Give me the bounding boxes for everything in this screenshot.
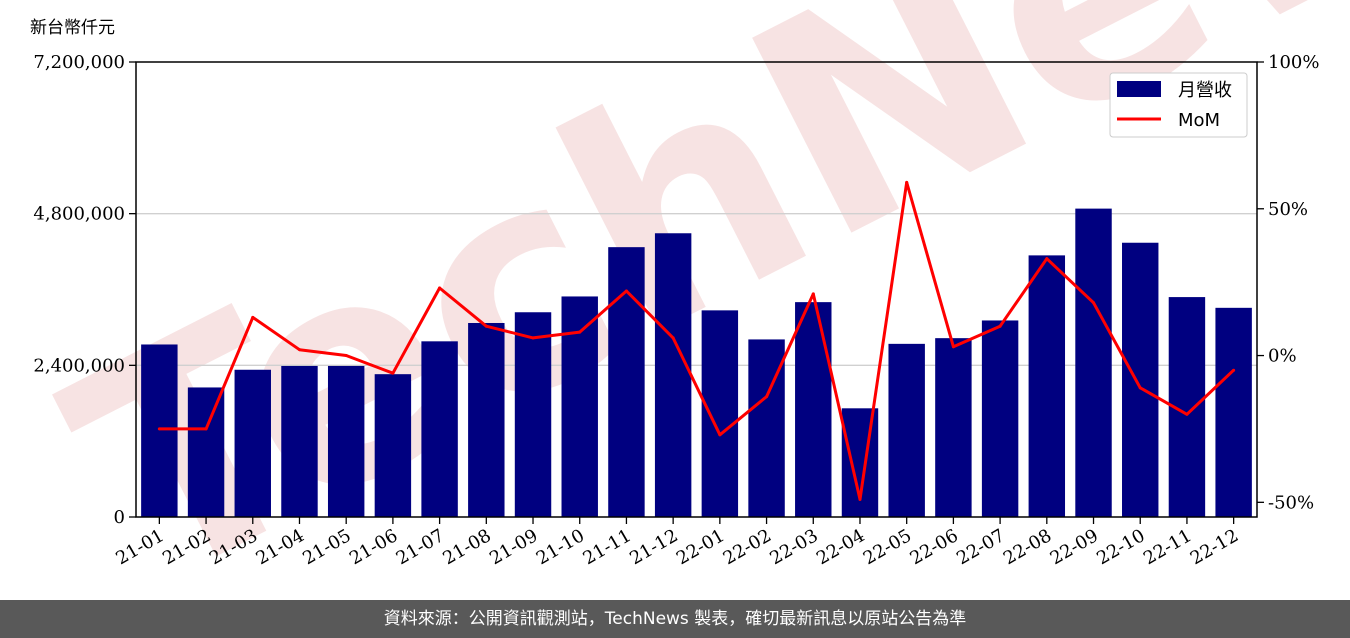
x-tick-label-22-12: 22-12 — [1187, 525, 1242, 569]
revenue-bar-21-08 — [468, 322, 505, 517]
y-right-tick-label-3: 100% — [1268, 52, 1319, 73]
x-tick-label-22-03: 22-03 — [766, 525, 821, 569]
mom-line-series — [157, 180, 1236, 501]
revenue-bar-22-08 — [1028, 255, 1066, 517]
mom-point-21-02 — [204, 427, 208, 431]
source-footer: 資料來源：公開資訊觀測站，TechNews 製表，確切最新訊息以原站公告為準 — [0, 600, 1350, 638]
mom-point-21-12 — [671, 336, 675, 340]
x-tick-label-22-07: 22-07 — [953, 525, 1008, 569]
revenue-bar-22-01 — [701, 310, 739, 517]
y-left-tick-label-3: 7,200,000 — [33, 52, 125, 73]
revenue-bar-21-01 — [141, 344, 178, 517]
revenue-bar-22-03 — [795, 302, 832, 517]
x-tick-label-22-08: 22-08 — [1000, 525, 1055, 569]
mom-point-21-07 — [438, 286, 442, 290]
y-right-tick-label-0: -50% — [1268, 492, 1314, 513]
revenue-bar-21-06 — [374, 374, 412, 517]
mom-point-22-07 — [998, 324, 1002, 328]
revenue-bar-21-12 — [654, 233, 692, 517]
x-tick-label-21-10: 21-10 — [533, 525, 588, 569]
mom-point-21-11 — [624, 289, 628, 293]
x-tick-label-22-02: 22-02 — [720, 525, 775, 569]
mom-point-21-01 — [157, 427, 161, 431]
mom-point-21-03 — [251, 315, 255, 319]
mom-point-21-10 — [578, 330, 582, 334]
x-tick-label-22-05: 22-05 — [860, 525, 915, 569]
legend: 月營收 MoM — [1109, 72, 1248, 138]
mom-point-22-02 — [765, 395, 769, 399]
y-unit-label: 新台幣仟元 — [30, 18, 115, 38]
x-tick-label-21-11: 21-11 — [579, 525, 634, 569]
revenue-bar-22-09 — [1075, 208, 1112, 517]
mom-point-21-05 — [344, 354, 348, 358]
mom-point-21-06 — [391, 371, 395, 375]
revenue-bar-21-10 — [561, 296, 598, 517]
revenue-bar-22-07 — [981, 320, 1019, 517]
plot-frame — [135, 61, 1258, 518]
mom-point-22-06 — [951, 345, 955, 349]
mom-point-21-04 — [297, 348, 301, 352]
y-left-tick-label-2: 4,800,000 — [33, 204, 125, 225]
x-tick-label-22-04: 22-04 — [813, 525, 868, 569]
revenue-bar-21-07 — [421, 341, 458, 517]
y-left-tick-label-0: 0 — [114, 507, 125, 528]
mom-point-22-12 — [1232, 368, 1236, 372]
x-tick-label-21-08: 21-08 — [439, 525, 494, 569]
revenue-bar-22-06 — [935, 338, 972, 517]
mom-point-21-08 — [484, 324, 488, 328]
mom-point-22-03 — [811, 292, 815, 296]
legend-label-revenue: 月營收 — [1178, 80, 1232, 101]
mom-point-22-11 — [1185, 412, 1189, 416]
revenue-bar-21-03 — [234, 369, 271, 517]
revenue-bar-21-05 — [327, 365, 365, 517]
y-right-tick-label-2: 50% — [1268, 199, 1308, 220]
y-left-tick-label-1: 2,400,000 — [33, 355, 125, 376]
revenue-bars — [141, 208, 1252, 517]
mom-line — [159, 180, 1235, 501]
mom-point-22-05 — [905, 180, 909, 184]
x-tick-label-21-12: 21-12 — [626, 525, 681, 569]
x-tick-label-22-11: 22-11 — [1140, 525, 1195, 569]
revenue-bar-21-11 — [608, 247, 645, 517]
revenue-bar-22-05 — [888, 343, 925, 517]
legend-bar-swatch — [1117, 81, 1161, 97]
mom-point-21-09 — [531, 336, 535, 340]
gridlines — [136, 213, 1257, 366]
revenue-bar-22-10 — [1122, 242, 1159, 517]
x-tick-label-22-01: 22-01 — [673, 525, 728, 569]
x-tick-label-22-10: 22-10 — [1093, 525, 1148, 569]
revenue-bar-21-02 — [187, 387, 225, 517]
mom-point-22-01 — [718, 433, 722, 437]
mom-point-22-08 — [1045, 257, 1049, 261]
x-tick-label-21-09: 21-09 — [486, 525, 541, 569]
revenue-bar-21-04 — [281, 365, 318, 517]
revenue-bar-22-12 — [1215, 307, 1252, 517]
revenue-chart: TechNews 新台幣仟元 02,400,0004,800,0007,200,… — [24, 0, 1350, 600]
legend-label-mom: MoM — [1178, 110, 1220, 131]
y-right-tick-label-1: 0% — [1268, 346, 1297, 367]
x-tick-label-22-09: 22-09 — [1047, 525, 1102, 569]
x-tick-label-22-06: 22-06 — [906, 525, 961, 569]
mom-point-22-10 — [1138, 386, 1142, 390]
revenue-bar-21-09 — [514, 312, 552, 517]
mom-point-22-09 — [1092, 301, 1096, 305]
mom-point-22-04 — [858, 497, 862, 501]
